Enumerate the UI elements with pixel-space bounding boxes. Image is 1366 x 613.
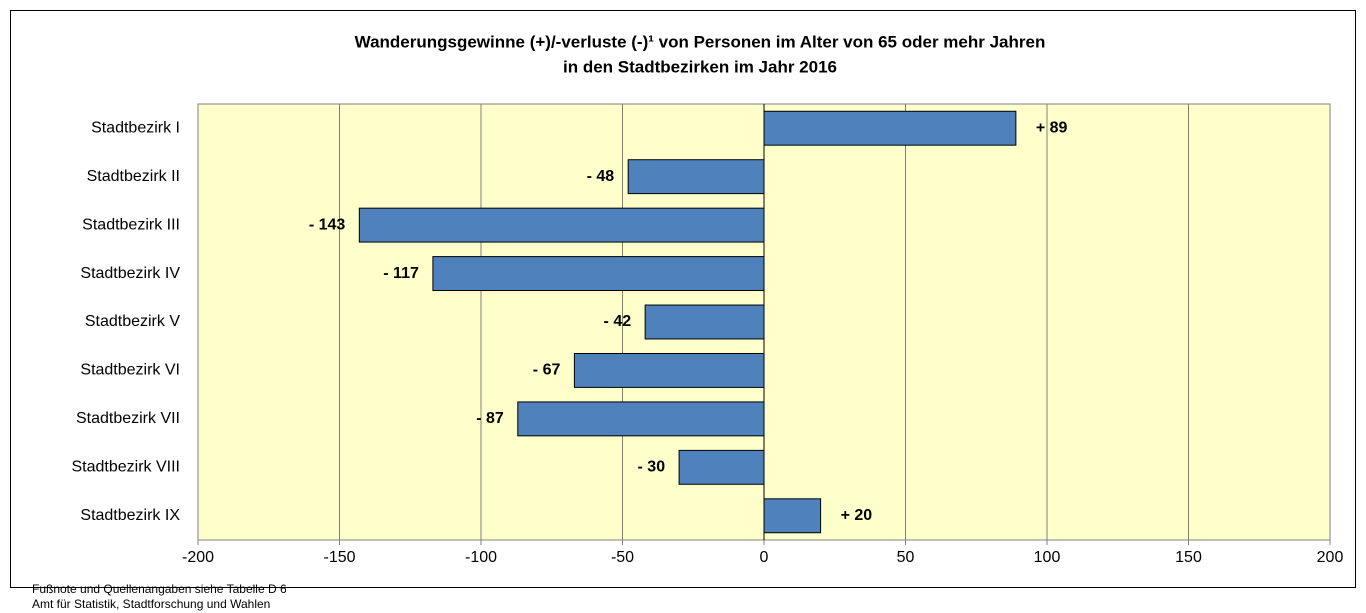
bar	[627, 159, 765, 195]
bar	[763, 110, 1017, 146]
x-tick-label: -50	[611, 549, 634, 566]
bar	[678, 449, 765, 485]
y-tick-label: Stadtbezirk III	[82, 216, 180, 233]
footnote: Fußnote und Quellenangaben siehe Tabelle…	[32, 582, 287, 596]
y-tick-label: Stadtbezirk II	[87, 168, 180, 185]
data-label: - 87	[476, 410, 504, 427]
x-tick-label: 100	[1034, 549, 1061, 566]
bar	[358, 207, 765, 243]
data-label: - 67	[533, 362, 561, 379]
footnote: Amt für Statistik, Stadtforschung und Wa…	[32, 597, 270, 611]
y-tick-label: Stadtbezirk IV	[80, 265, 180, 282]
data-label: - 143	[309, 216, 346, 233]
x-tick-label: 200	[1317, 549, 1344, 566]
x-tick-label: -100	[465, 549, 497, 566]
y-tick-label: Stadtbezirk IX	[80, 507, 180, 524]
y-tick-label: Stadtbezirk VII	[76, 410, 180, 427]
x-tick-label: -200	[182, 549, 214, 566]
data-label: - 48	[587, 168, 615, 185]
data-label: - 117	[383, 265, 419, 282]
x-tick-label: 50	[897, 549, 915, 566]
data-label: - 42	[604, 313, 632, 330]
y-tick-label: Stadtbezirk VI	[80, 362, 180, 379]
bar	[573, 352, 765, 388]
x-tick-label: 150	[1175, 549, 1202, 566]
y-tick-label: Stadtbezirk I	[91, 119, 180, 136]
y-tick-label: Stadtbezirk VIII	[72, 459, 181, 476]
data-label: + 89	[1036, 119, 1068, 136]
bar	[432, 256, 765, 292]
data-label: + 20	[841, 507, 873, 524]
chart-title: Wanderungsgewinne (+)/-verluste (-)¹ von…	[355, 32, 1046, 51]
x-tick-label: 0	[760, 549, 769, 566]
data-label: - 30	[638, 459, 666, 476]
bar	[763, 498, 822, 534]
x-tick-label: -150	[323, 549, 355, 566]
chart-title: in den Stadtbezirken im Jahr 2016	[563, 57, 837, 76]
y-tick-label: Stadtbezirk V	[85, 313, 180, 330]
bar	[644, 304, 765, 340]
bar	[517, 401, 765, 437]
